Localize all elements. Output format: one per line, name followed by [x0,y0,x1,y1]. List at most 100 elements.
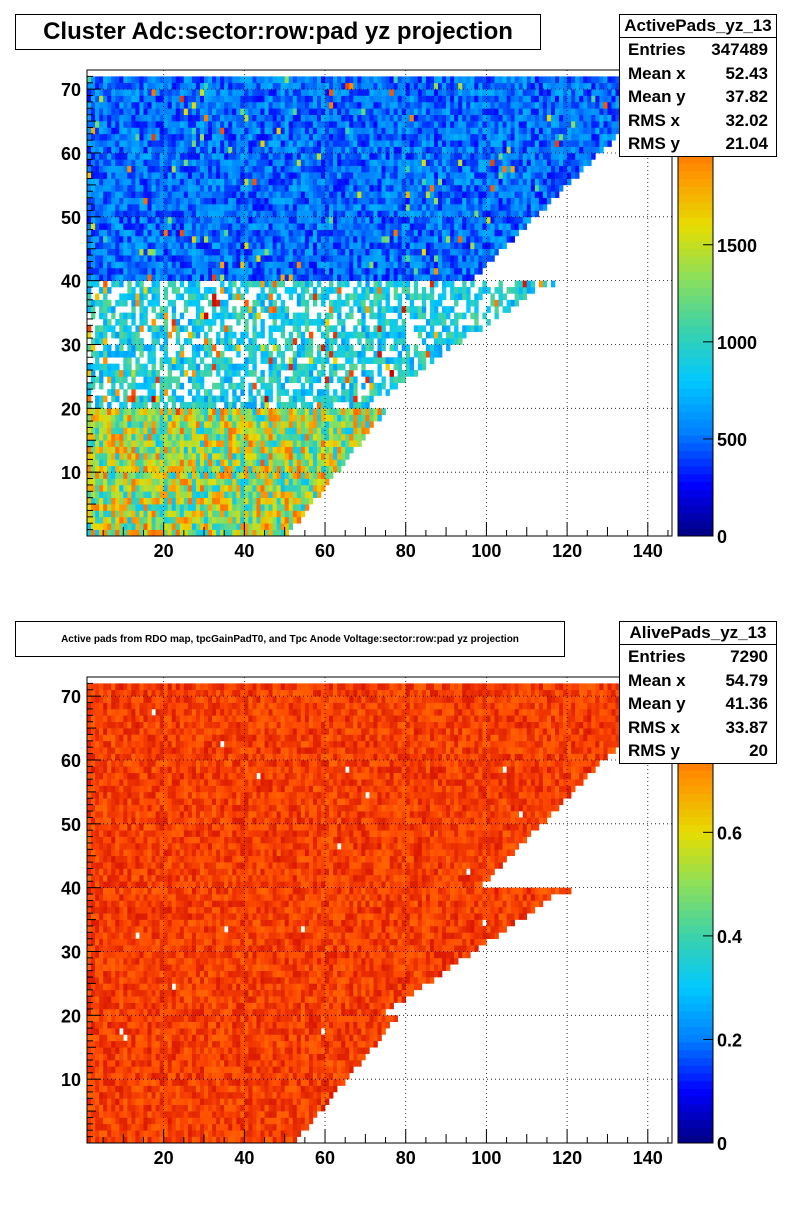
heatmap-cell [260,216,265,224]
heatmap-cell [244,184,249,192]
heatmap-cell [127,152,132,160]
heatmap-cell [272,223,277,230]
heatmap-cell [264,344,269,352]
heatmap-cell [175,472,181,479]
heatmap-cell [316,159,322,167]
heatmap-cell [446,255,451,262]
heatmap-cell [312,152,318,160]
heatmap-cell [474,197,479,205]
heatmap-cell [228,325,233,333]
heatmap-cell [115,255,120,262]
heatmap-cell [300,465,306,473]
heatmap-cell [191,421,197,428]
heatmap-cell [119,133,124,141]
heatmap-cell [216,267,221,275]
heatmap-cell [232,446,237,454]
heatmap-cell [123,504,128,511]
heatmap-cell [369,210,374,218]
heatmap-cell [280,484,285,492]
heatmap-cell [147,427,152,435]
heatmap-cell [333,395,338,403]
heatmap-cell [534,165,540,173]
heatmap-cell [264,440,269,447]
heatmap-cell [135,255,140,262]
heatmap-cell [264,491,269,498]
heatmap-cell [337,159,342,167]
heatmap-cell [272,146,277,154]
heatmap-cell [212,197,217,205]
heatmap-cell [228,293,233,301]
heatmap-cell [99,510,104,518]
heatmap-cell [421,248,427,256]
heatmap-cell [147,395,152,403]
heatmap-cell [264,306,269,313]
heatmap-cell [292,216,298,224]
heatmap-cell [119,440,124,447]
heatmap-cell [365,172,370,179]
heatmap-cell [361,414,366,422]
heatmap-cell [462,229,467,237]
heatmap-cell [349,223,354,230]
heatmap-cell [276,529,281,537]
heatmap-cell [377,318,382,326]
heatmap-cell [175,427,181,435]
heatmap-cell [115,261,120,269]
heatmap-cell [111,523,116,530]
heatmap-cell [389,261,394,269]
heatmap-cell [107,210,112,218]
heatmap-cell [95,350,100,358]
heatmap-cell [159,523,164,530]
heatmap-cell [244,159,249,167]
heatmap-cell [171,504,177,511]
heatmap-cell [316,472,322,479]
heatmap-cell [252,165,257,173]
heatmap-cell [494,306,499,313]
heatmap-cell [131,274,136,281]
heatmap-cell [256,184,261,192]
heatmap-cell [470,178,475,186]
heatmap-cell [308,223,314,230]
heatmap-cell [191,510,197,518]
heatmap-cell [208,210,213,218]
heatmap-cell [139,421,144,428]
heatmap-cell [442,223,447,230]
heatmap-cell [433,261,439,269]
heatmap-cell [288,293,294,301]
heatmap-cell [304,363,310,371]
heatmap-cell [365,191,370,198]
heatmap-cell [216,331,221,339]
heatmap-cell [228,497,233,505]
heatmap-cell [163,350,168,358]
heatmap-cell [300,299,306,307]
heatmap-cell [244,357,249,364]
heatmap-cell [337,318,342,326]
heatmap-cell [365,401,370,409]
heatmap-cell [482,216,487,224]
heatmap-cell [143,370,148,377]
heatmap-cell [171,472,177,479]
heatmap-cell [401,376,407,384]
heatmap-cell [268,414,273,422]
heatmap-cell [123,159,128,167]
heatmap-cell [381,165,386,173]
heatmap-cell [155,408,160,416]
heatmap-cell [99,504,104,511]
heatmap-cell [151,459,156,467]
heatmap-cell [308,172,314,179]
heatmap-cell [534,197,540,205]
heatmap-cell [179,472,185,479]
heatmap-cell [147,504,152,511]
heatmap-cell [123,427,128,435]
heatmap-cell [385,299,390,307]
heatmap-cell [369,338,374,345]
heatmap-cell [248,255,253,262]
heatmap-cell [107,223,112,230]
heatmap-cell [296,178,302,186]
heatmap-cell [228,459,233,467]
heatmap-cell [288,191,294,198]
heatmap-cell [95,465,100,473]
heatmap-cell [175,248,181,256]
heatmap-cell [494,248,499,256]
heatmap-cell [470,223,475,230]
heatmap-cell [429,350,435,358]
